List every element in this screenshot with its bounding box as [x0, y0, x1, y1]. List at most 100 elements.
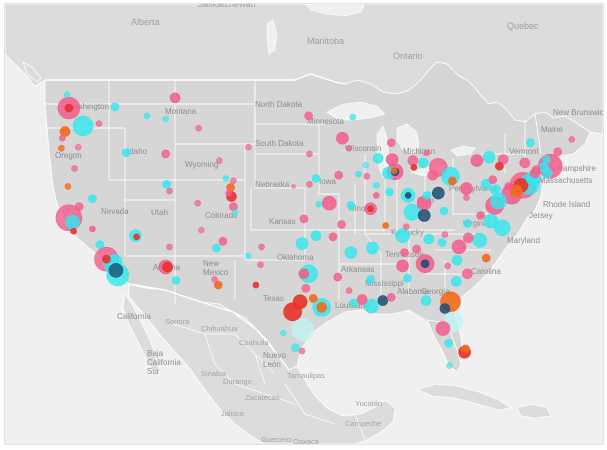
data-point-cyan[interactable]: [493, 219, 511, 237]
data-point-pink[interactable]: [553, 147, 563, 156]
data-point-pink[interactable]: [161, 149, 170, 159]
data-point-cyan[interactable]: [232, 208, 239, 216]
data-point-cyan[interactable]: [143, 112, 151, 120]
data-point-cyan[interactable]: [423, 233, 435, 245]
data-point-pink[interactable]: [396, 259, 409, 273]
map-canvas[interactable]: Alberta Saskatchewan Manitoba Ontario Quebec…: [4, 3, 604, 445]
data-point-cyan[interactable]: [482, 151, 496, 164]
data-point-pink[interactable]: [95, 120, 103, 127]
data-point-red[interactable]: [292, 294, 308, 310]
data-point-red[interactable]: [410, 164, 418, 171]
data-point-pink[interactable]: [245, 143, 252, 151]
data-point-red[interactable]: [102, 254, 111, 264]
data-point-pink[interactable]: [333, 272, 343, 282]
data-point-cyan[interactable]: [88, 194, 97, 203]
data-point-pink[interactable]: [166, 187, 173, 195]
data-point-cyan[interactable]: [65, 214, 80, 230]
data-point-red[interactable]: [64, 103, 74, 113]
data-point-pink[interactable]: [218, 237, 228, 246]
data-point-cyan[interactable]: [121, 148, 131, 158]
data-point-cyan[interactable]: [95, 240, 105, 249]
data-point-pink[interactable]: [230, 177, 237, 185]
data-point-navy[interactable]: [404, 192, 412, 199]
data-point-cyan[interactable]: [472, 232, 488, 248]
data-point-cyan[interactable]: [372, 182, 380, 189]
data-point-cyan[interactable]: [526, 138, 535, 147]
data-point-cyan[interactable]: [420, 295, 432, 306]
data-point-orange[interactable]: [390, 167, 398, 174]
data-point-orange[interactable]: [448, 176, 457, 186]
data-point-cyan[interactable]: [385, 187, 394, 197]
data-point-pink[interactable]: [470, 154, 484, 167]
data-point-red[interactable]: [70, 227, 77, 235]
data-point-pink[interactable]: [476, 211, 485, 220]
data-point-pink[interactable]: [463, 232, 474, 244]
data-point-pink[interactable]: [519, 157, 531, 169]
data-point-cyan[interactable]: [63, 91, 71, 98]
data-point-cyan[interactable]: [480, 178, 492, 190]
data-point-navy[interactable]: [108, 263, 124, 278]
data-point-pink[interactable]: [356, 294, 368, 305]
data-point-pink[interactable]: [299, 214, 309, 224]
data-point-cyan[interactable]: [542, 155, 551, 164]
data-point-cyan[interactable]: [349, 298, 359, 308]
data-point-pink[interactable]: [345, 145, 353, 152]
data-point-cyan[interactable]: [295, 237, 309, 250]
data-point-pink[interactable]: [386, 138, 396, 147]
data-point-navy[interactable]: [431, 186, 445, 200]
data-point-pink[interactable]: [363, 173, 371, 180]
data-point-pink[interactable]: [166, 243, 173, 251]
data-point-red[interactable]: [495, 161, 504, 171]
data-point-pink[interactable]: [336, 131, 349, 145]
data-point-pink[interactable]: [291, 184, 296, 189]
data-point-cyan[interactable]: [346, 201, 356, 210]
data-point-pink[interactable]: [194, 199, 201, 207]
data-point-red[interactable]: [162, 261, 173, 273]
data-point-pink[interactable]: [257, 261, 264, 269]
data-point-pink[interactable]: [306, 150, 313, 158]
data-point-cyan[interactable]: [349, 113, 357, 121]
data-point-cyan[interactable]: [310, 230, 322, 241]
data-point-red[interactable]: [252, 281, 260, 289]
data-point-pink[interactable]: [74, 202, 84, 211]
data-point-pink[interactable]: [462, 268, 473, 280]
data-point-orange[interactable]: [64, 183, 72, 190]
data-point-cyan[interactable]: [490, 192, 507, 210]
data-point-pink[interactable]: [345, 287, 353, 294]
data-point-cyan[interactable]: [403, 203, 421, 221]
data-point-cyan[interactable]: [490, 184, 501, 196]
data-point-red[interactable]: [367, 205, 374, 213]
data-point-pink[interactable]: [407, 155, 419, 166]
data-point-cyan[interactable]: [366, 241, 379, 255]
data-point-pink[interactable]: [451, 239, 467, 255]
data-point-pink[interactable]: [306, 180, 313, 188]
data-point-pink[interactable]: [568, 136, 576, 143]
data-point-cyan[interactable]: [372, 153, 384, 164]
data-point-cyan[interactable]: [162, 115, 169, 123]
data-point-orange[interactable]: [382, 222, 390, 229]
data-point-cyan[interactable]: [291, 343, 300, 353]
data-point-pink[interactable]: [402, 223, 410, 230]
data-point-navy[interactable]: [439, 303, 451, 314]
data-point-pink[interactable]: [488, 175, 498, 184]
data-point-cyan[interactable]: [355, 170, 362, 178]
data-point-pink[interactable]: [444, 262, 452, 270]
data-point-pink[interactable]: [400, 248, 409, 257]
data-point-navy[interactable]: [377, 295, 389, 306]
data-point-pink[interactable]: [504, 182, 514, 191]
data-point-pink[interactable]: [463, 194, 470, 201]
data-point-cyan[interactable]: [417, 157, 429, 169]
data-point-pink[interactable]: [372, 192, 380, 199]
data-point-pink[interactable]: [225, 189, 232, 197]
data-point-cyan[interactable]: [402, 273, 412, 283]
data-point-navy[interactable]: [417, 209, 431, 222]
data-point-cyan[interactable]: [463, 219, 472, 228]
data-point-orange[interactable]: [214, 280, 223, 290]
data-point-pink[interactable]: [531, 165, 541, 174]
data-point-cyan[interactable]: [72, 115, 94, 137]
data-point-pink[interactable]: [301, 283, 311, 293]
data-point-cyan[interactable]: [315, 201, 323, 208]
data-point-pink[interactable]: [71, 165, 78, 172]
data-point-pink[interactable]: [75, 143, 82, 151]
data-point-navy[interactable]: [420, 259, 430, 269]
